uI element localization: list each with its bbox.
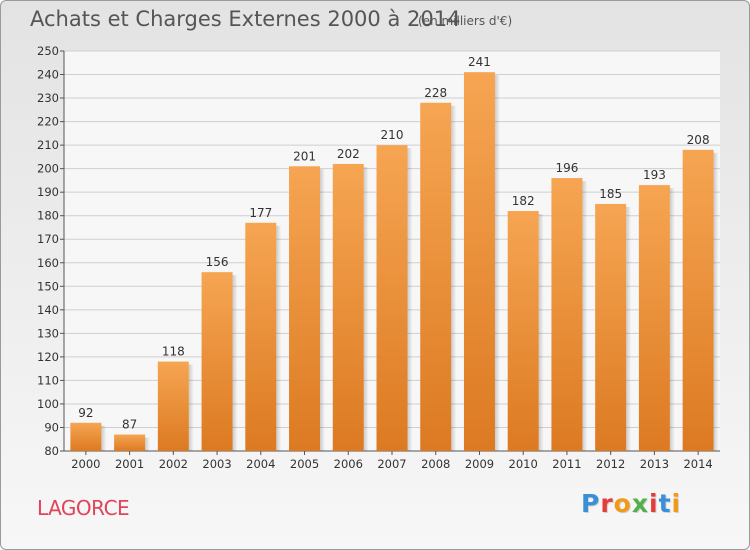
data-label: 201 xyxy=(293,149,316,163)
logo-letter: x xyxy=(631,489,649,518)
bar-shadow xyxy=(407,148,413,451)
data-label: 87 xyxy=(122,418,137,432)
bar xyxy=(551,178,583,451)
chart-subtitle: (en milliers d'€) xyxy=(418,14,513,28)
y-tick-label: 170 xyxy=(37,232,59,246)
bar xyxy=(332,163,364,452)
x-tick-label: 2004 xyxy=(246,457,275,471)
data-label: 202 xyxy=(337,147,360,161)
bar-shadow xyxy=(232,275,238,451)
bar xyxy=(507,211,539,451)
chart-title: Achats et Charges Externes 2000 à 2014 xyxy=(30,7,461,31)
data-label: 193 xyxy=(643,168,666,182)
data-label: 177 xyxy=(249,206,272,220)
bar-shadow xyxy=(320,169,326,451)
x-tick-label: 2002 xyxy=(159,457,188,471)
bar-shadow xyxy=(669,188,675,451)
data-label: 92 xyxy=(78,406,93,420)
bar-shadow xyxy=(101,425,107,451)
bar-shadow xyxy=(713,152,719,451)
y-tick-label: 160 xyxy=(37,256,59,270)
bar xyxy=(463,72,495,452)
y-tick-label: 80 xyxy=(44,444,59,458)
logo-letter: P xyxy=(581,489,601,518)
bar-shadow xyxy=(451,105,457,451)
y-tick-label: 180 xyxy=(37,209,59,223)
data-label: 210 xyxy=(381,128,404,142)
logo-letter: t xyxy=(658,489,672,518)
data-label: 228 xyxy=(424,86,447,100)
bar-shadow xyxy=(145,437,151,451)
x-tick-label: 2008 xyxy=(421,457,450,471)
y-tick-label: 90 xyxy=(44,420,59,434)
y-tick-label: 230 xyxy=(37,91,59,105)
x-tick-label: 2000 xyxy=(71,457,100,471)
bar-shadow xyxy=(363,166,369,452)
y-tick-label: 140 xyxy=(37,303,59,317)
logo-letter: i xyxy=(671,489,682,518)
data-label: 208 xyxy=(687,133,710,147)
data-label: 118 xyxy=(162,345,185,359)
bar xyxy=(201,272,233,451)
x-tick-label: 2003 xyxy=(202,457,231,471)
x-tick-label: 2013 xyxy=(640,457,669,471)
bar xyxy=(376,145,408,451)
bar-shadow xyxy=(188,364,194,451)
y-tick-label: 200 xyxy=(37,162,59,176)
y-tick-label: 240 xyxy=(37,68,59,82)
x-tick-label: 2006 xyxy=(334,457,363,471)
bar xyxy=(114,434,146,451)
bar-shadow xyxy=(582,181,588,451)
x-tick-label: 2001 xyxy=(115,457,144,471)
place-name: LAGORCE xyxy=(37,496,130,520)
proxiti-logo: Proxiti xyxy=(581,489,681,518)
bar xyxy=(420,102,452,451)
bar-shadow xyxy=(538,214,544,451)
bar-shadow xyxy=(276,225,282,451)
y-tick-label: 120 xyxy=(37,350,59,364)
x-tick-label: 2011 xyxy=(552,457,581,471)
y-tick-label: 130 xyxy=(37,326,59,340)
bar xyxy=(157,361,189,451)
x-tick-label: 2012 xyxy=(596,457,625,471)
bar-shadow xyxy=(626,206,632,451)
data-label: 241 xyxy=(468,55,491,69)
y-tick-label: 150 xyxy=(37,279,59,293)
x-tick-label: 2009 xyxy=(465,457,494,471)
x-tick-label: 2007 xyxy=(377,457,406,471)
x-tick-label: 2005 xyxy=(290,457,319,471)
bar xyxy=(289,166,321,451)
y-tick-label: 220 xyxy=(37,115,59,129)
logo-letter: o xyxy=(613,489,632,518)
bar xyxy=(70,422,102,451)
x-tick-label: 2010 xyxy=(509,457,538,471)
y-tick-label: 110 xyxy=(37,373,59,387)
bar xyxy=(595,203,627,451)
data-label: 182 xyxy=(512,194,535,208)
y-tick-label: 190 xyxy=(37,185,59,199)
data-label: 196 xyxy=(555,161,578,175)
data-label: 185 xyxy=(599,187,622,201)
logo-letter: i xyxy=(649,489,659,518)
data-label: 156 xyxy=(206,255,229,269)
y-tick-label: 210 xyxy=(37,138,59,152)
x-tick-label: 2014 xyxy=(683,457,712,471)
bar xyxy=(682,149,714,451)
y-tick-label: 250 xyxy=(37,44,59,58)
bar-shadow xyxy=(494,75,500,452)
y-tick-label: 100 xyxy=(37,397,59,411)
bar xyxy=(245,222,277,451)
bar xyxy=(638,185,670,451)
logo-letter: r xyxy=(600,489,614,518)
